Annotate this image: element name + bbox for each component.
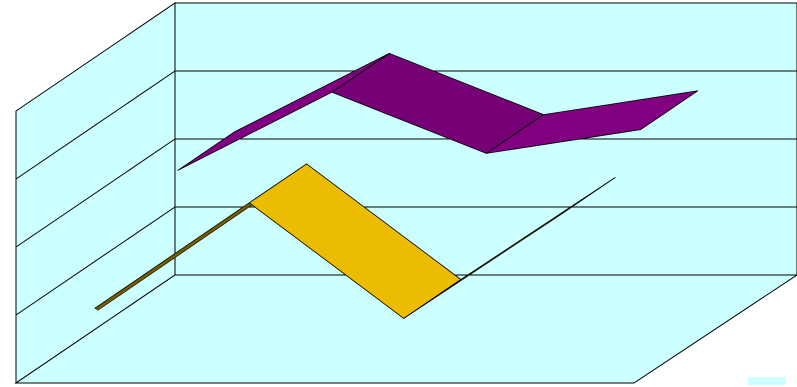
floor [14, 274, 797, 384]
corner-swatch [748, 377, 786, 385]
gridline-side [15, 70, 176, 180]
series-2-segment-3 [403, 177, 616, 319]
series-1-segment-3 [485, 90, 699, 154]
series-2-underside [94, 202, 253, 311]
gridline-side [15, 206, 176, 316]
gridline-side [15, 138, 176, 248]
